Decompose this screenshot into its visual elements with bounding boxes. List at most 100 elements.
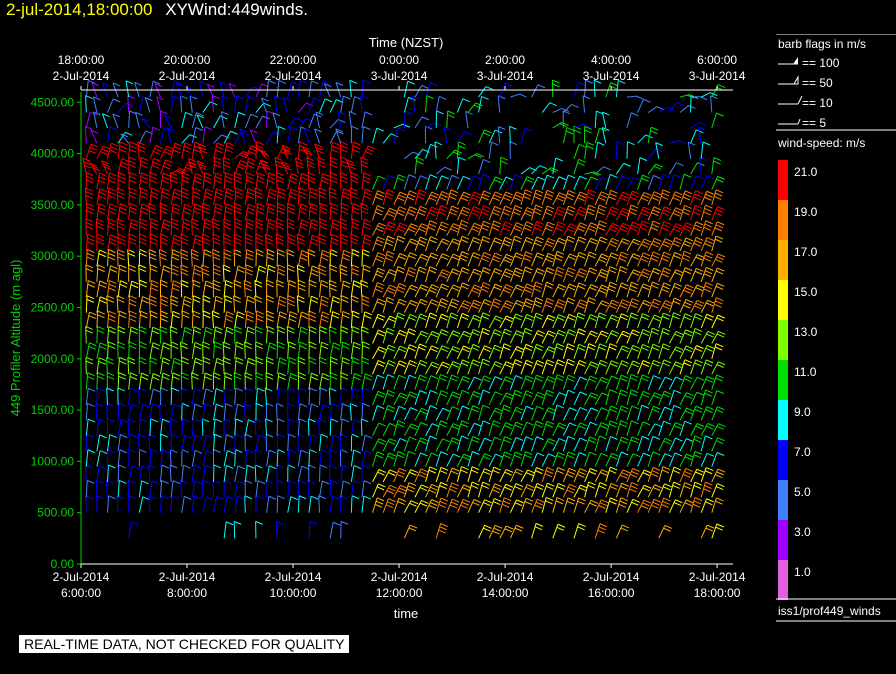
wind-barb xyxy=(647,359,661,375)
wind-barb xyxy=(647,484,662,498)
wind-barb xyxy=(403,110,413,128)
wind-barb xyxy=(605,482,619,498)
wind-barb xyxy=(478,375,492,390)
wind-barb xyxy=(414,499,429,513)
speed-legend-label: 11.0 xyxy=(794,365,817,379)
wind-barb xyxy=(85,387,96,406)
wind-barb xyxy=(711,497,724,513)
wind-barb xyxy=(160,265,171,282)
wind-barb xyxy=(148,464,157,482)
wind-barb xyxy=(273,95,282,113)
wind-barb xyxy=(531,374,544,390)
wind-barb xyxy=(244,86,261,98)
wind-barb xyxy=(520,359,534,375)
wind-barb xyxy=(286,325,295,344)
wind-barb xyxy=(552,192,567,206)
wind-barb xyxy=(128,372,138,390)
wind-barb xyxy=(446,284,461,298)
wind-barb xyxy=(202,403,213,421)
wind-barb xyxy=(594,422,609,436)
wind-barb xyxy=(403,223,419,236)
wind-barb xyxy=(414,205,428,221)
wind-barb xyxy=(107,495,116,513)
wind-barb xyxy=(531,343,544,359)
wind-barb xyxy=(160,387,169,405)
wind-barb xyxy=(509,524,524,539)
wind-barb xyxy=(467,284,482,298)
wind-barb xyxy=(562,190,576,206)
wind-barb xyxy=(425,266,437,282)
wind-barb xyxy=(626,190,640,206)
wind-barb xyxy=(96,296,108,313)
barb-legend-label: == 100 xyxy=(802,56,840,70)
wind-barb xyxy=(170,80,182,98)
wind-barb xyxy=(180,95,188,113)
wind-barb xyxy=(562,467,577,483)
wind-barb xyxy=(255,265,267,282)
wind-barb xyxy=(319,280,329,298)
wind-barb xyxy=(531,268,545,283)
y-tick-label: 4500.00 xyxy=(31,95,75,109)
wind-barb xyxy=(584,314,598,329)
wind-barb xyxy=(605,206,619,221)
top-tick-time: 4:00:00 xyxy=(591,53,631,67)
wind-barb xyxy=(562,253,577,267)
wind-barb xyxy=(223,218,232,236)
wind-barb xyxy=(414,390,428,406)
wind-barb xyxy=(339,495,348,513)
wind-barb xyxy=(191,387,202,406)
wind-barb xyxy=(562,223,578,236)
wind-barb xyxy=(329,130,344,144)
wind-barb xyxy=(658,189,671,206)
wind-barb xyxy=(296,264,305,282)
wind-barb xyxy=(350,125,359,144)
wind-barb xyxy=(138,248,147,267)
wind-barb xyxy=(690,236,704,252)
wind-barb xyxy=(647,498,662,513)
wind-barb xyxy=(223,141,235,159)
wind-barb xyxy=(181,111,193,129)
wind-barb xyxy=(414,452,428,467)
chart-title: 2-jul-2014,18:00:00 XYWind:449winds. xyxy=(6,0,308,20)
wind-barb xyxy=(520,221,534,236)
wind-barb xyxy=(233,520,242,539)
wind-barb xyxy=(138,496,150,513)
wind-barb xyxy=(467,236,481,252)
wind-barb xyxy=(562,313,577,329)
barb-legend-label: == 50 xyxy=(802,76,833,90)
wind-barb xyxy=(308,187,318,205)
wind-barb xyxy=(85,372,95,390)
wind-barb xyxy=(272,112,281,129)
wind-barb xyxy=(266,465,277,482)
wind-barb xyxy=(128,521,139,539)
wind-barb xyxy=(668,389,682,406)
wind-barb xyxy=(605,173,618,190)
top-tick-date: 3-Jul-2014 xyxy=(371,69,428,83)
wind-barb xyxy=(446,498,460,513)
wind-barb xyxy=(107,126,118,144)
wind-barb xyxy=(319,295,329,313)
wind-barb xyxy=(138,172,149,190)
wind-barb xyxy=(84,187,94,205)
wind-barb xyxy=(212,279,221,298)
wind-barb xyxy=(594,268,609,283)
wind-barb xyxy=(647,466,661,483)
wind-barb xyxy=(668,207,683,221)
wind-barb xyxy=(213,357,225,375)
wind-barb xyxy=(541,237,556,252)
wind-barb xyxy=(202,434,214,452)
wind-barb xyxy=(594,110,604,128)
wind-barb xyxy=(499,236,513,252)
wind-barb xyxy=(191,173,203,190)
top-tick-time: 18:00:00 xyxy=(58,53,105,67)
wind-barb xyxy=(435,390,449,406)
wind-barb xyxy=(197,143,208,159)
wind-barb xyxy=(307,249,316,267)
wind-barb xyxy=(191,434,203,452)
wind-barb xyxy=(456,420,469,436)
wind-barb xyxy=(679,345,694,359)
wind-barb xyxy=(700,452,715,467)
x-tick-date: 2-Jul-2014 xyxy=(689,570,746,584)
wind-barb xyxy=(276,495,285,513)
wind-barb xyxy=(541,346,556,360)
